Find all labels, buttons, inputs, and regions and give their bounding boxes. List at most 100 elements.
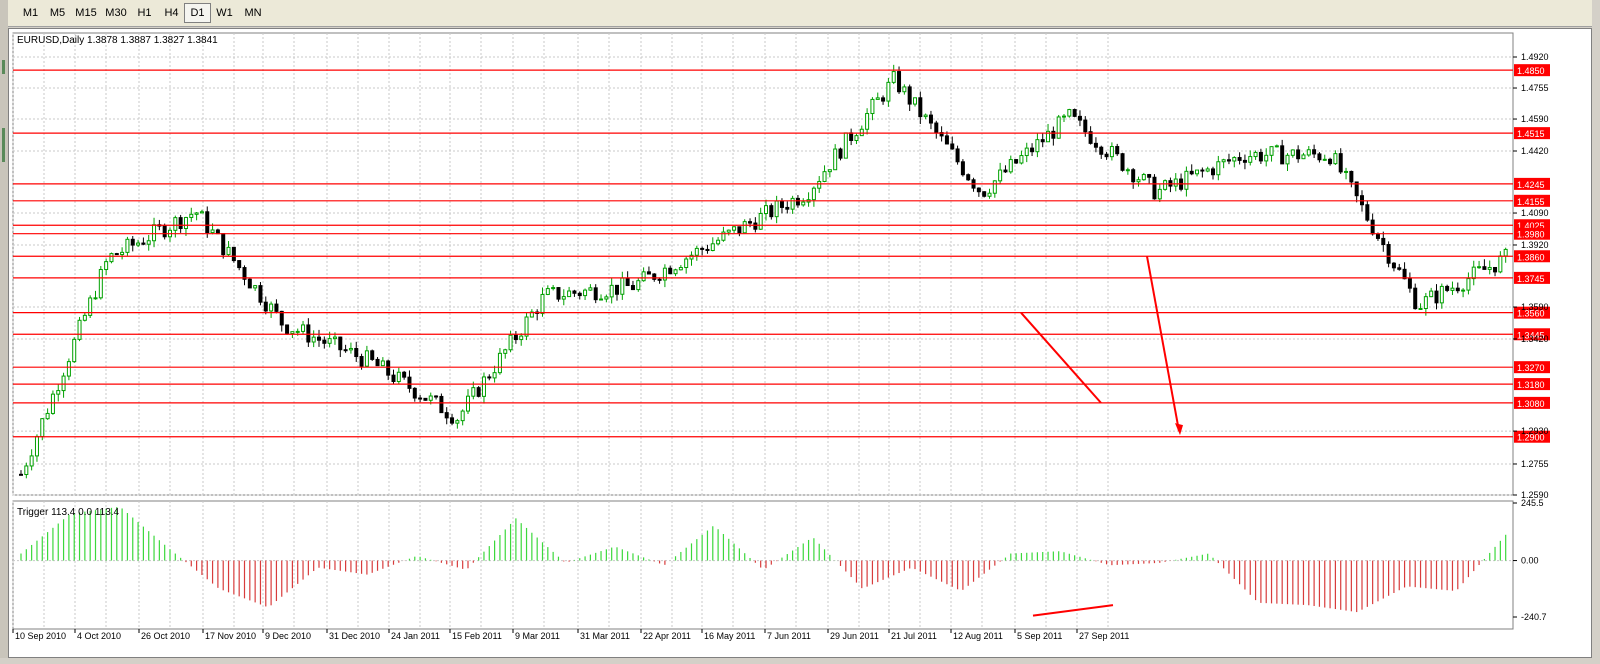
chart-window[interactable]: 1.4850 1.4515 1.4245 1.4155 1.4025 1.3980 1.38…: [8, 28, 1592, 658]
candle-body: [1493, 266, 1498, 273]
level-price-label: 1.4025: [1517, 221, 1545, 231]
candle-body: [1211, 168, 1215, 176]
level-price-tag: [1514, 64, 1550, 77]
candle-body: [513, 334, 518, 341]
candle-body: [918, 97, 923, 118]
candle-body: [1370, 219, 1375, 235]
candle-body: [827, 169, 832, 173]
candle-body: [1407, 278, 1412, 289]
candle-body: [508, 334, 513, 351]
timeframe-m30-button[interactable]: M30: [105, 7, 127, 19]
date-label: 24 Jan 2011: [391, 631, 440, 641]
candle-body: [1285, 154, 1290, 165]
level-price-label: 1.3080: [1517, 399, 1545, 409]
timeframe-m1-button[interactable]: M1: [22, 7, 39, 19]
candle-body: [423, 397, 428, 401]
candle-body: [295, 330, 300, 333]
candle-body: [1328, 158, 1333, 165]
level-price-tag: [1514, 194, 1550, 207]
candle-body: [1104, 153, 1109, 158]
candle-body: [1498, 255, 1503, 273]
price-scale-label: 1.3420: [1521, 334, 1549, 344]
candle-body: [1274, 145, 1279, 148]
timeframe-mn-button[interactable]: MN: [244, 7, 262, 19]
timeframe-m15-button[interactable]: M15: [75, 7, 97, 19]
level-price-label: 1.3270: [1517, 363, 1545, 373]
candle-body: [1115, 146, 1120, 155]
candle-body: [40, 418, 45, 437]
candle-body: [77, 319, 82, 340]
price-scale-label: 1.4755: [1521, 83, 1549, 93]
candle-body: [891, 71, 896, 83]
candle-body: [1152, 176, 1157, 200]
candle-body: [1030, 147, 1035, 153]
date-label: 12 Aug 2011: [953, 631, 1003, 641]
candle-body: [790, 197, 795, 210]
candle-body: [966, 174, 971, 181]
candle-body: [955, 148, 960, 163]
date-label: 27 Sep 2011: [1079, 631, 1129, 641]
candle-body: [944, 135, 949, 145]
candle-body: [50, 393, 55, 414]
candle-body: [556, 287, 561, 300]
date-label: 29 Jun 2011: [830, 631, 879, 641]
candle-body: [748, 221, 753, 224]
candle-body: [870, 98, 875, 115]
candle-body: [141, 242, 146, 245]
candle-body: [215, 229, 220, 235]
candle-body: [1035, 139, 1040, 153]
candle-body: [593, 287, 598, 301]
candle-body: [1088, 131, 1093, 144]
candle-body: [1226, 159, 1231, 162]
candle-body: [620, 277, 625, 295]
candle-body: [348, 347, 353, 351]
candle-body: [577, 292, 582, 297]
candle-body: [109, 253, 114, 263]
candle-body: [210, 229, 215, 234]
timeframe-h4-button[interactable]: H4: [164, 7, 179, 19]
candle-body: [1072, 109, 1077, 117]
candle-body: [327, 338, 332, 344]
chart-header: EURUSD,Daily 1.3878 1.3887 1.3827 1.3841: [17, 35, 218, 46]
candle-body: [497, 352, 502, 374]
candle-body: [615, 284, 619, 295]
candle-body: [849, 132, 854, 141]
candle-body: [1312, 149, 1317, 155]
candle-body: [439, 395, 444, 414]
candle-body: [125, 238, 130, 253]
candle-body: [120, 251, 125, 256]
price-scale-label: 1.2590: [1521, 490, 1549, 500]
candle-body: [136, 242, 141, 246]
candle-body: [907, 86, 912, 105]
candle-body: [1077, 115, 1082, 121]
indicator-header: Trigger 113.4 0.0 113.4: [17, 507, 120, 518]
candle-body: [710, 243, 715, 252]
timeframe-w1-button[interactable]: W1: [216, 7, 233, 19]
candle-body: [285, 324, 290, 335]
candle-body: [960, 161, 965, 176]
timeframe-d1-button[interactable]: D1: [184, 3, 211, 23]
candle-body: [992, 180, 997, 194]
candle-body: [1290, 149, 1295, 156]
price-scale-label: 1.2755: [1521, 459, 1549, 469]
candle-body: [237, 260, 242, 269]
candle-body: [152, 224, 157, 242]
candle-body: [1242, 159, 1247, 163]
level-price-label: 1.3180: [1517, 380, 1545, 390]
candle-body: [700, 247, 705, 250]
candle-body: [481, 376, 486, 397]
indicator-divergence-line: [1032, 604, 1114, 617]
candle-body: [726, 229, 731, 233]
candle-body: [1418, 308, 1423, 311]
candle-body: [396, 371, 401, 383]
timeframe-h1-button[interactable]: H1: [137, 7, 152, 19]
timeframe-m5-button[interactable]: M5: [49, 7, 66, 19]
candle-body: [1014, 159, 1019, 164]
candle-body: [785, 206, 790, 210]
candle-body: [45, 412, 50, 420]
level-price-tag: [1514, 430, 1550, 443]
candle-body: [189, 213, 194, 218]
candle-body: [1386, 244, 1391, 264]
candle-body: [290, 331, 295, 335]
